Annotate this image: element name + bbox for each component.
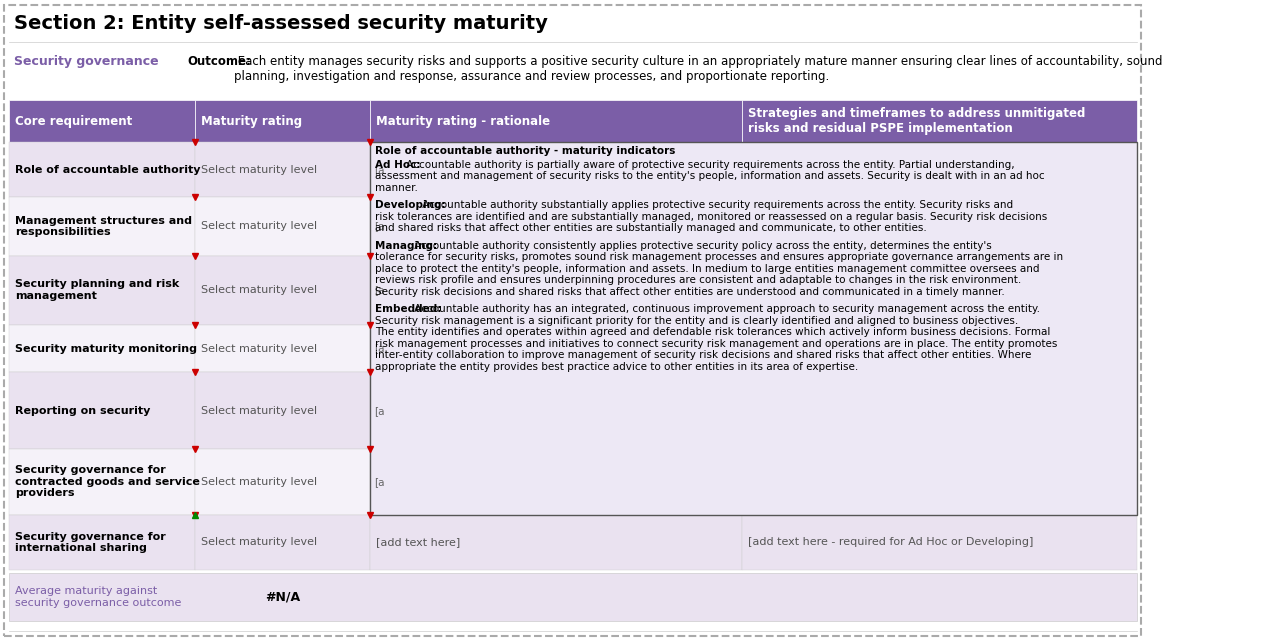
Text: [a: [a [375,477,385,487]
Text: Security risk management is a significant priority for the entity and is clearly: Security risk management is a significan… [375,315,1019,326]
Text: Role of accountable authority - maturity indicators: Role of accountable authority - maturity… [375,146,676,156]
Text: Accountable authority consistently applies protective security policy across the: Accountable authority consistently appli… [412,240,992,251]
Text: Security governance for
international sharing: Security governance for international sh… [15,531,166,553]
Text: Management structures and
responsibilities: Management structures and responsibiliti… [15,215,192,237]
Text: and shared risks that affect other entities are substantially managed and commun: and shared risks that affect other entit… [375,223,928,233]
Text: Core requirement: Core requirement [15,115,132,128]
Text: risk tolerances are identified and are substantially managed, monitored or reass: risk tolerances are identified and are s… [375,212,1047,222]
FancyBboxPatch shape [195,100,370,142]
Text: Maturity rating: Maturity rating [201,115,303,128]
Text: Maturity rating - rationale: Maturity rating - rationale [376,115,550,128]
Text: Select maturity level: Select maturity level [201,406,317,416]
FancyBboxPatch shape [195,515,370,570]
FancyBboxPatch shape [195,372,370,449]
Text: Accountable authority is partially aware of protective security requirements acr: Accountable authority is partially aware… [403,160,1015,169]
Text: Role of accountable authority: Role of accountable authority [15,165,200,174]
Text: Security governance for
contracted goods and service
providers: Security governance for contracted goods… [15,465,200,499]
Text: Each entity manages security risks and supports a positive security culture in a: Each entity manages security risks and s… [234,55,1162,83]
Text: Embedded:: Embedded: [375,304,441,314]
FancyBboxPatch shape [9,197,195,256]
Text: [a: [a [375,165,385,174]
FancyBboxPatch shape [195,197,370,256]
FancyBboxPatch shape [742,100,1137,142]
Text: Select maturity level: Select maturity level [201,477,317,487]
Text: [a: [a [375,406,385,416]
Text: reviews risk profile and ensures underpinning procedures are consistent and adap: reviews risk profile and ensures underpi… [375,275,1021,285]
Text: [a: [a [375,344,385,354]
Text: Select maturity level: Select maturity level [201,344,317,354]
Text: Security risk decisions and shared risks that affect other entities are understo: Security risk decisions and shared risks… [375,287,1005,297]
Text: Security planning and risk
management: Security planning and risk management [15,279,180,301]
Text: Select maturity level: Select maturity level [201,165,317,174]
FancyBboxPatch shape [9,372,195,449]
Text: The entity identifies and operates within agreed and defendable risk tolerances : The entity identifies and operates withi… [375,327,1051,337]
Text: manner.: manner. [375,183,418,192]
FancyBboxPatch shape [9,142,195,197]
Text: inter-entity collaboration to improve management of security risk decisions and : inter-entity collaboration to improve ma… [375,350,1032,360]
Text: Strategies and timeframes to address unmitigated
risks and residual PSPE impleme: Strategies and timeframes to address unm… [748,107,1085,135]
Text: Ad Hoc:: Ad Hoc: [375,160,421,169]
Text: [add text here]: [add text here] [376,537,461,547]
Text: Reporting on security: Reporting on security [15,406,150,416]
Text: Accountable authority has an integrated, continuous improvement approach to secu: Accountable authority has an integrated,… [412,304,1041,314]
Text: Select maturity level: Select maturity level [201,221,317,231]
Text: Managing:: Managing: [375,240,438,251]
FancyBboxPatch shape [4,5,1142,636]
FancyBboxPatch shape [9,449,195,515]
Text: tolerance for security risks, promotes sound risk management processes and ensur: tolerance for security risks, promotes s… [375,252,1064,262]
Text: appropriate the entity provides best practice advice to other entities in its ar: appropriate the entity provides best pra… [375,362,858,372]
FancyBboxPatch shape [195,449,370,515]
Text: Security governance: Security governance [14,55,159,68]
Text: assessment and management of security risks to the entity's people, information : assessment and management of security ri… [375,171,1044,181]
Text: Accountable authority substantially applies protective security requirements acr: Accountable authority substantially appl… [420,200,1014,210]
FancyBboxPatch shape [9,256,195,325]
Text: Select maturity level: Select maturity level [201,537,317,547]
FancyBboxPatch shape [370,515,742,570]
Text: Security maturity monitoring: Security maturity monitoring [15,344,198,354]
Text: Select maturity level: Select maturity level [201,285,317,295]
Text: risk management processes and initiatives to connect security risk management an: risk management processes and initiative… [375,338,1057,349]
Text: Section 2: Entity self-assessed security maturity: Section 2: Entity self-assessed security… [14,14,548,33]
FancyBboxPatch shape [9,573,1137,621]
Text: [a: [a [375,285,385,295]
FancyBboxPatch shape [195,325,370,372]
FancyBboxPatch shape [195,142,370,197]
FancyBboxPatch shape [195,256,370,325]
Text: #N/A: #N/A [264,590,300,603]
Text: Average maturity against
security governance outcome: Average maturity against security govern… [15,587,182,608]
Text: Developing:: Developing: [375,200,446,210]
FancyBboxPatch shape [742,515,1137,570]
Text: place to protect the entity's people, information and assets. In medium to large: place to protect the entity's people, in… [375,263,1039,274]
Text: [add text here - required for Ad Hoc or Developing]: [add text here - required for Ad Hoc or … [748,537,1034,547]
Text: [a: [a [375,221,385,231]
FancyBboxPatch shape [9,325,195,372]
FancyBboxPatch shape [9,515,195,570]
FancyBboxPatch shape [370,100,742,142]
FancyBboxPatch shape [370,142,1137,515]
Text: Outcome:: Outcome: [187,55,251,68]
FancyBboxPatch shape [9,100,195,142]
